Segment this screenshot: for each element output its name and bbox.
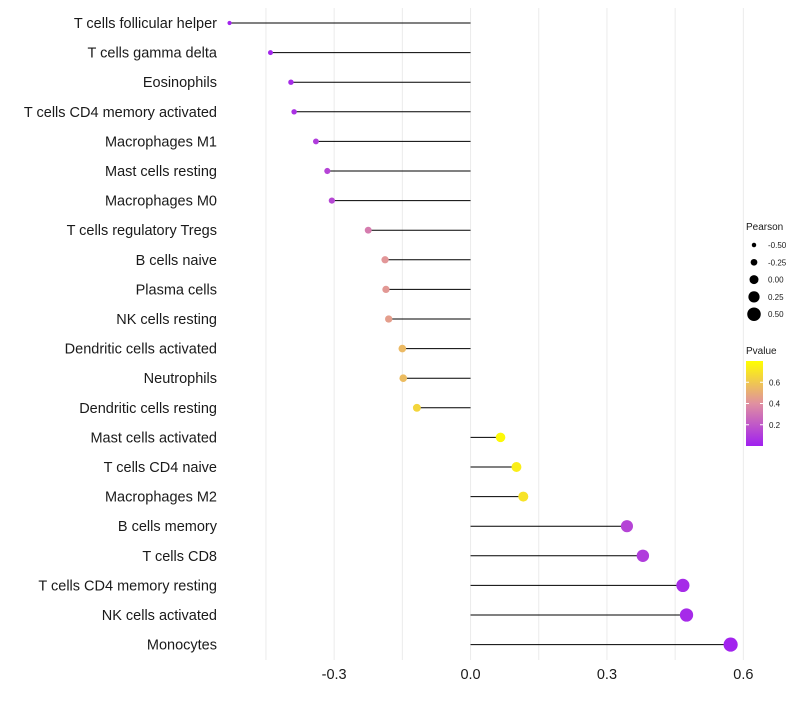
- y-tick-label: Macrophages M1: [105, 134, 217, 150]
- size-legend-title: Pearson: [746, 222, 783, 233]
- size-legend-label: -0.50: [768, 241, 787, 250]
- lollipop-point: [518, 491, 529, 502]
- color-legend-label: 0.6: [769, 378, 781, 387]
- size-legend-key: [749, 275, 759, 285]
- size-legend-key: [751, 242, 757, 248]
- y-tick-label: B cells naive: [136, 253, 217, 269]
- lollipop-point: [324, 167, 331, 175]
- y-tick-label: Neutrophils: [144, 371, 217, 387]
- x-tick-label: -0.3: [322, 667, 347, 683]
- x-tick-label: 0.0: [460, 667, 480, 683]
- x-axis-ticks: -0.3 0.0 0.3 0.6: [322, 667, 754, 683]
- segment-layer: [229, 22, 731, 646]
- size-legend-label: -0.25: [768, 258, 787, 267]
- point-layer: [227, 20, 738, 652]
- lollipop-point: [398, 344, 407, 353]
- lollipop-point: [385, 315, 393, 323]
- legends: Pearson -0.50 -0.25 0.00 0.25 0.50 Pvalue 0.2 0.…: [746, 222, 787, 446]
- y-tick-label: Dendritic cells resting: [79, 401, 217, 417]
- y-tick-label: T cells regulatory Tregs: [67, 223, 217, 239]
- lollipop-point: [227, 20, 232, 26]
- color-legend-label: 0.2: [769, 421, 781, 430]
- y-axis-labels: T cells follicular helper T cells gamma d…: [24, 16, 218, 654]
- y-tick-label: Dendritic cells activated: [65, 342, 217, 358]
- x-tick-label: 0.3: [597, 667, 617, 683]
- lollipop-point: [676, 578, 690, 592]
- y-tick-label: T cells CD4 memory resting: [38, 578, 217, 594]
- lollipop-point: [620, 520, 633, 533]
- y-tick-label: Mast cells resting: [105, 164, 217, 180]
- y-tick-label: Macrophages M2: [105, 490, 217, 506]
- y-tick-label: T cells CD4 memory activated: [24, 105, 217, 121]
- lollipop-point: [382, 285, 390, 294]
- lollipop-point: [328, 197, 335, 204]
- size-legend-key: [748, 291, 760, 303]
- y-tick-label: T cells CD4 naive: [104, 460, 217, 476]
- lollipop-point: [511, 462, 522, 472]
- lollipop-point: [291, 109, 297, 115]
- lollipop-point: [288, 79, 294, 85]
- size-legend-label: 0.50: [768, 310, 784, 319]
- y-tick-label: Mast cells activated: [90, 430, 217, 446]
- lollipop-point: [399, 374, 408, 383]
- lollipop-point: [312, 138, 319, 145]
- color-legend-title: Pvalue: [746, 346, 777, 357]
- lollipop-point: [636, 549, 650, 563]
- y-tick-label: T cells CD8: [142, 549, 217, 565]
- lollipop-point: [381, 256, 389, 264]
- y-tick-label: B cells memory: [118, 519, 218, 535]
- lollipop-point: [679, 608, 694, 622]
- size-legend-label: 0.00: [768, 276, 784, 285]
- lollipop-point: [412, 403, 421, 412]
- size-legend-key: [750, 258, 758, 266]
- y-tick-label: NK cells activated: [102, 608, 217, 624]
- lollipop-point: [495, 432, 506, 443]
- size-legend-label: 0.25: [768, 293, 784, 302]
- grid-layer: [265, 8, 744, 660]
- lollipop-point: [723, 637, 738, 652]
- y-tick-label: Monocytes: [147, 638, 217, 654]
- y-tick-label: Eosinophils: [143, 75, 217, 91]
- y-tick-label: T cells gamma delta: [88, 46, 218, 62]
- color-legend-label: 0.4: [769, 400, 781, 409]
- y-tick-label: T cells follicular helper: [74, 16, 217, 32]
- color-legend-bar: [746, 361, 763, 446]
- lollipop-point: [267, 50, 273, 56]
- y-tick-label: Macrophages M0: [105, 194, 217, 210]
- y-tick-label: Plasma cells: [136, 282, 217, 298]
- x-tick-label: 0.6: [733, 667, 753, 683]
- size-legend-key: [747, 307, 761, 321]
- lollipop-point: [364, 226, 372, 234]
- y-tick-label: NK cells resting: [116, 312, 217, 328]
